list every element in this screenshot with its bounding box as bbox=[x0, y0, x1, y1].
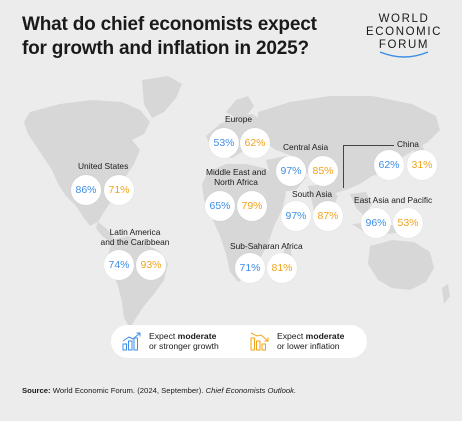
region-label-south-asia: South Asia bbox=[292, 189, 333, 199]
growth-value-china: 62% bbox=[374, 150, 404, 180]
region-label-mena-line2: North Africa bbox=[214, 177, 258, 187]
inflation-value-china: 31% bbox=[407, 150, 437, 180]
source-title: Chief Economists Outlook. bbox=[205, 386, 297, 395]
growth-value-central-asia: 97% bbox=[276, 156, 306, 186]
china-connector-line bbox=[343, 145, 344, 188]
region-label-united-states: United States bbox=[78, 161, 129, 171]
region-label-central-asia: Central Asia bbox=[283, 142, 329, 152]
growth-value-europe: 53% bbox=[209, 128, 239, 158]
legend-inflation-text: Expect moderate or lower inflation bbox=[277, 331, 344, 352]
region-label-latin-america-line1: Latin America bbox=[109, 227, 161, 237]
legend-growth-text: Expect moderate or stronger growth bbox=[149, 331, 219, 352]
legend-inflation-prefix: Expect bbox=[277, 330, 306, 341]
logo-line-1: WORLD bbox=[378, 13, 430, 25]
growth-value-latin-america: 74% bbox=[104, 250, 134, 280]
legend-growth-bold: moderate bbox=[177, 330, 217, 341]
region-label-mena-line1: Middle East and bbox=[205, 167, 267, 177]
inflation-value-sub-saharan-africa: 81% bbox=[267, 253, 297, 283]
region-label-east-asia-pacific: East Asia and Pacific bbox=[354, 195, 433, 205]
logo-arc-icon bbox=[379, 51, 429, 58]
inflation-value-latin-america: 93% bbox=[136, 250, 166, 280]
growth-value-south-asia: 97% bbox=[281, 201, 311, 231]
legend-item-growth: Expect moderate or stronger growth bbox=[121, 330, 219, 352]
inflation-value-mena: 79% bbox=[237, 191, 267, 221]
region-label-sub-saharan-africa: Sub-Saharan Africa bbox=[230, 241, 303, 251]
legend-growth-prefix: Expect bbox=[149, 330, 178, 341]
legend-item-inflation: Expect moderate or lower inflation bbox=[249, 330, 344, 352]
inflation-value-united-states: 71% bbox=[104, 175, 134, 205]
logo-line-2: ECONOMIC bbox=[365, 26, 443, 38]
chart-title: What do chief economists expect for grow… bbox=[22, 14, 317, 59]
region-label-latin-america-line2: and the Caribbean bbox=[100, 237, 170, 247]
source-text: World Economic Forum. (2024, September). bbox=[50, 386, 206, 395]
logo-line-3: FORUM bbox=[378, 39, 430, 51]
legend-inflation-bold: moderate bbox=[305, 330, 345, 341]
wef-logo: WORLD ECONOMIC FORUM bbox=[358, 13, 450, 60]
legend: Expect moderate or stronger growth Expec… bbox=[111, 325, 367, 358]
region-label-europe: Europe bbox=[225, 114, 253, 124]
region-label-china: China bbox=[397, 139, 419, 149]
inflation-value-south-asia: 87% bbox=[313, 201, 343, 231]
source-note: Source: World Economic Forum. (2024, Sep… bbox=[22, 386, 296, 395]
growth-bars-icon bbox=[122, 332, 141, 351]
inflation-bars-icon bbox=[250, 332, 269, 351]
inflation-value-central-asia: 85% bbox=[308, 156, 338, 186]
growth-value-united-states: 86% bbox=[71, 175, 101, 205]
legend-inflation-line2: or lower inflation bbox=[277, 341, 340, 351]
growth-value-east-asia-pacific: 96% bbox=[361, 208, 391, 238]
region-label-mena: Middle East and North Africa bbox=[202, 167, 270, 187]
source-label: Source: bbox=[22, 386, 51, 395]
legend-growth-line2: or stronger growth bbox=[149, 341, 219, 351]
growth-value-sub-saharan-africa: 71% bbox=[235, 253, 265, 283]
growth-value-mena: 65% bbox=[205, 191, 235, 221]
inflation-value-europe: 62% bbox=[240, 128, 270, 158]
inflation-value-east-asia-pacific: 53% bbox=[393, 208, 423, 238]
region-label-latin-america: Latin America and the Caribbean bbox=[92, 227, 178, 247]
china-connector-line-top bbox=[343, 145, 394, 146]
